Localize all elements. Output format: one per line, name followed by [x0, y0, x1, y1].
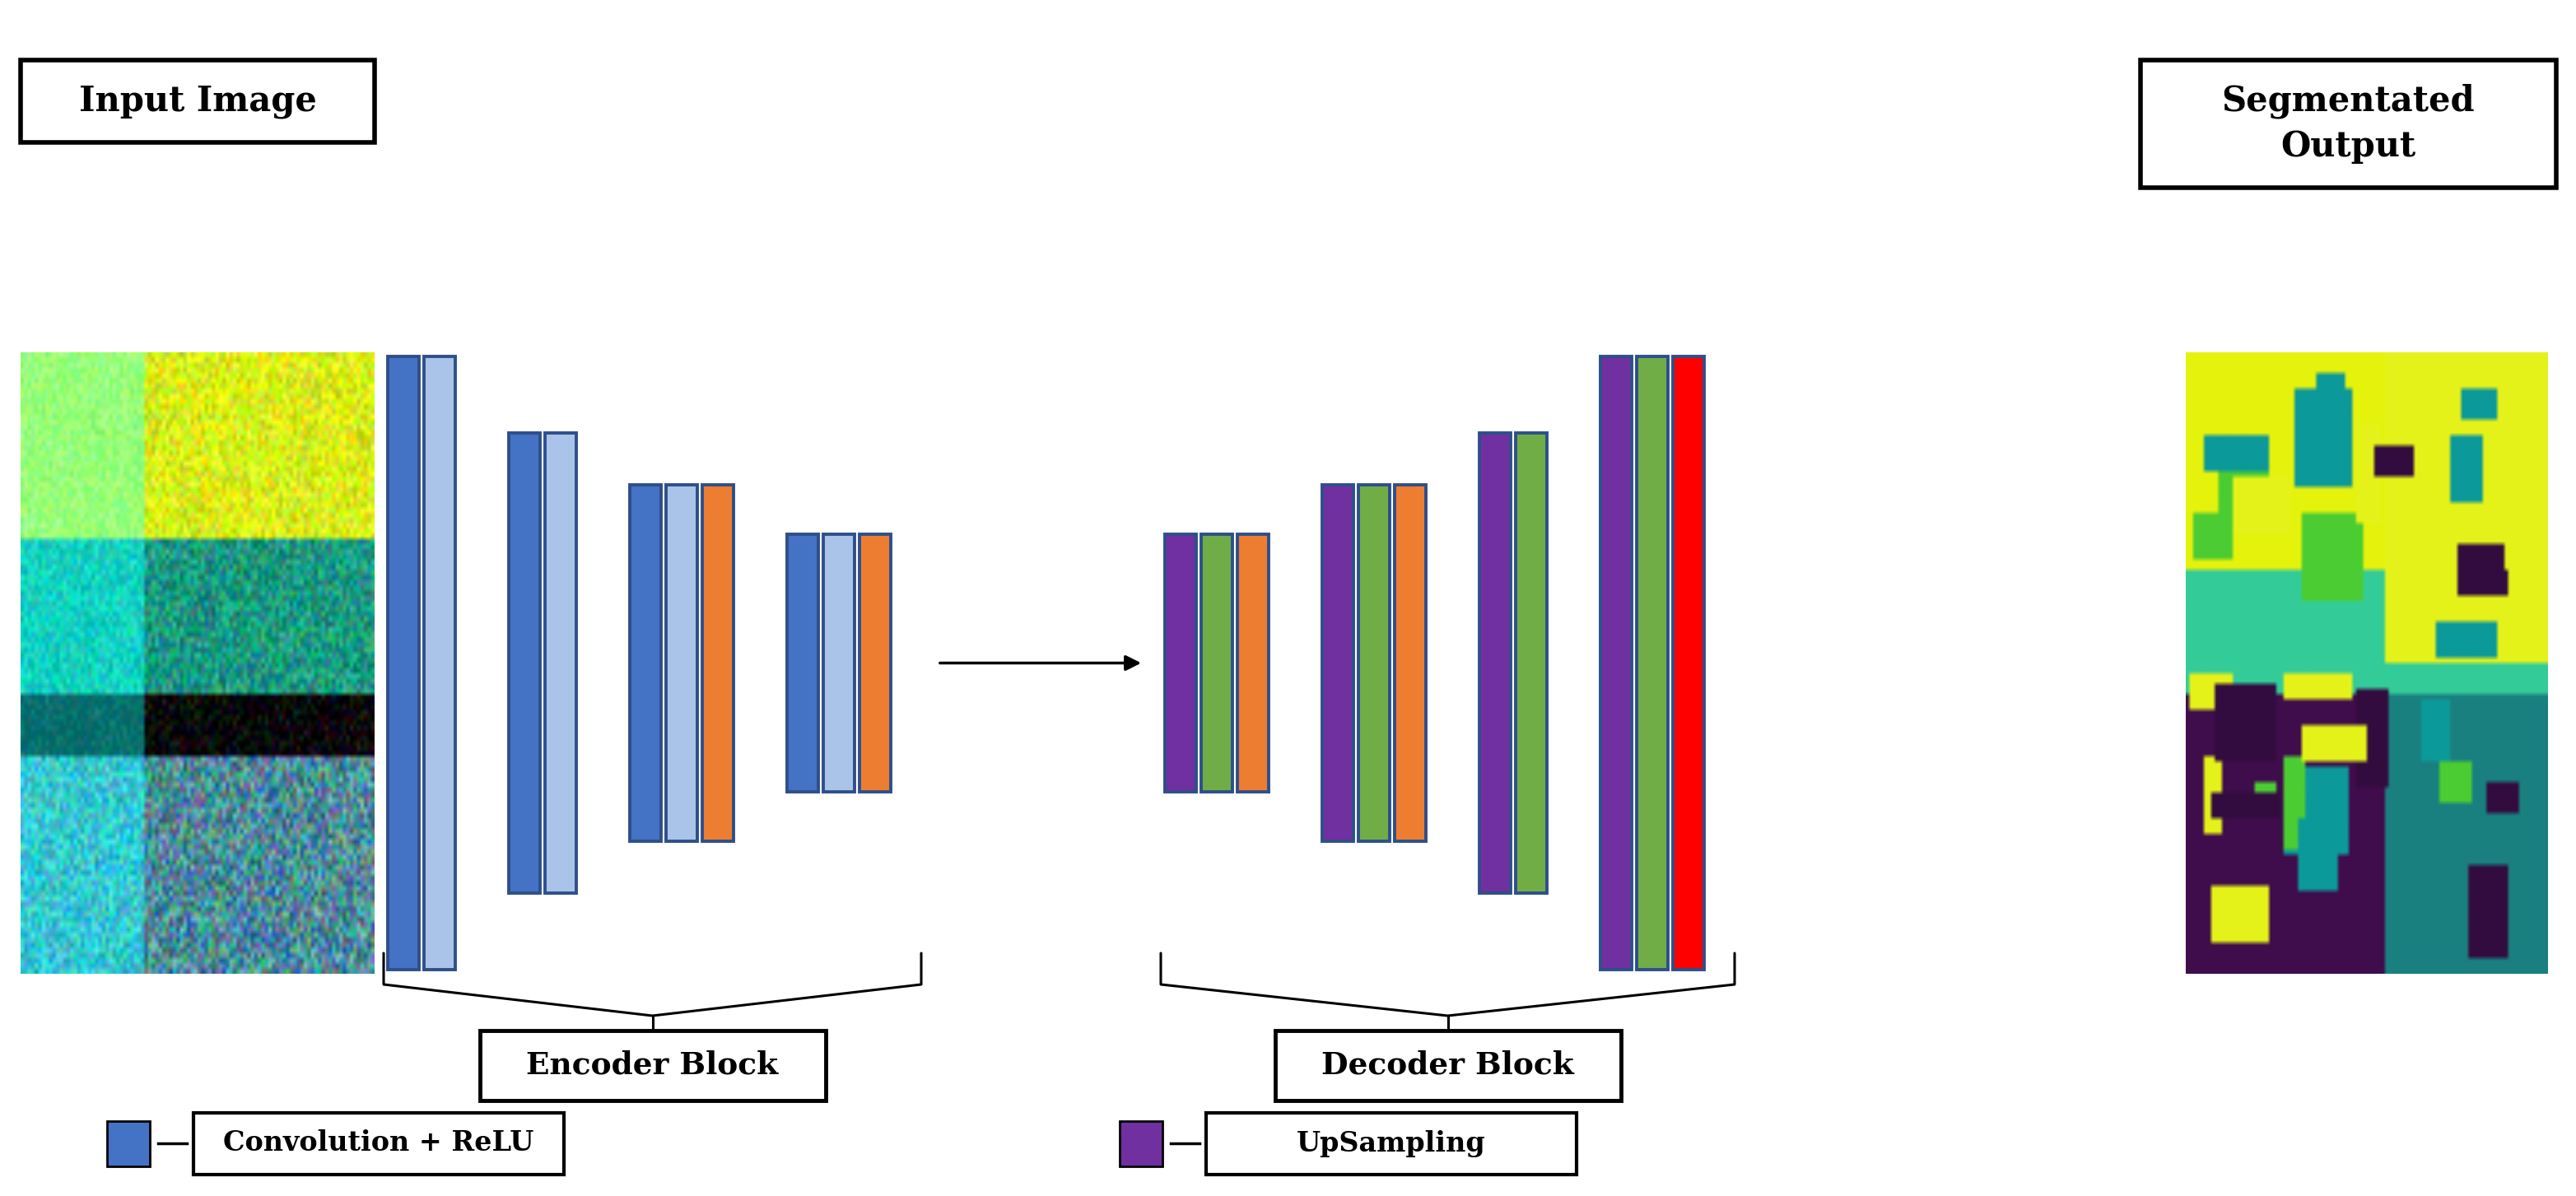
FancyBboxPatch shape	[2141, 60, 2555, 188]
Bar	[860, 535, 891, 792]
Bar	[1394, 486, 1427, 841]
Bar	[667, 486, 698, 841]
Bar	[1358, 486, 1388, 841]
Bar	[788, 535, 819, 792]
Text: Encoder Block: Encoder Block	[526, 1050, 778, 1080]
Bar	[546, 433, 577, 893]
Bar	[629, 486, 662, 841]
Text: UpSampling: UpSampling	[1296, 1130, 1486, 1157]
Bar	[703, 486, 734, 841]
Bar	[1515, 433, 1548, 893]
FancyBboxPatch shape	[193, 1112, 564, 1174]
Bar	[1600, 356, 1631, 970]
Bar	[1321, 486, 1352, 841]
FancyBboxPatch shape	[1206, 1112, 1577, 1174]
Bar	[1636, 356, 1667, 970]
Bar	[425, 356, 456, 970]
Text: Input Image: Input Image	[80, 84, 317, 118]
FancyBboxPatch shape	[21, 60, 374, 142]
Bar	[1479, 433, 1510, 893]
FancyBboxPatch shape	[1275, 1030, 1620, 1100]
Bar	[510, 433, 541, 893]
Bar	[1236, 535, 1267, 792]
FancyBboxPatch shape	[479, 1030, 824, 1100]
Bar	[389, 356, 420, 970]
Bar	[1200, 535, 1231, 792]
Text: Segmentated
Output: Segmentated Output	[2221, 84, 2476, 164]
Bar	[1672, 356, 1705, 970]
FancyBboxPatch shape	[1121, 1121, 1162, 1166]
Text: Convolution + ReLU: Convolution + ReLU	[224, 1130, 533, 1157]
Bar	[824, 535, 855, 792]
Bar	[1164, 535, 1195, 792]
FancyBboxPatch shape	[108, 1121, 149, 1166]
Text: Decoder Block: Decoder Block	[1321, 1050, 1574, 1080]
